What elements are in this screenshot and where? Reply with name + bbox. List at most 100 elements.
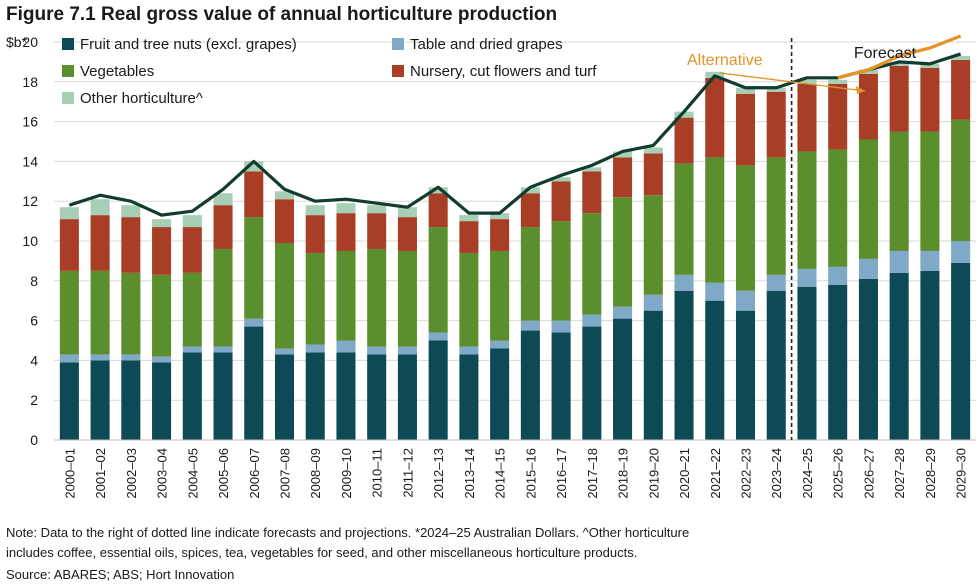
bar-segment [490,213,510,220]
bar-segment [951,262,971,440]
bar-segment [213,205,233,249]
x-tick-label: 2001–02 [93,448,108,499]
bar-segment [674,163,694,275]
x-tick-label: 2012–13 [431,448,446,499]
bar-segment [244,171,264,218]
bar-segment [735,87,756,94]
bar-segment [397,346,417,355]
bar-segment [90,270,110,355]
total-line [68,52,962,217]
bar-segment [766,91,786,158]
lines [68,34,962,217]
note-line-1: Note: Data to the right of dotted line i… [6,525,690,540]
bar-segment [213,248,233,347]
bar-segment [336,213,356,251]
stacked-bar-chart: 0 2 4 6 8 10 12 14 16 18 20$b* 2000–01 2001–02 2002–0… [6,34,976,499]
bar-segment [490,250,510,341]
legend-label: Table and dried grapes [410,36,563,53]
bar-segment [367,346,387,355]
bar-segment [889,272,909,440]
bar-segment [797,286,817,440]
y-tick-label: 0 [30,432,38,448]
bar-segment [613,306,633,319]
legend-swatch [62,92,74,104]
bar-segment [367,354,387,440]
x-tick-label: 2016–17 [554,448,569,499]
axes: 0 2 4 6 8 10 12 14 16 18 20$b* 2000–01 2001–02 2002–0… [6,34,976,499]
legend-swatch [62,38,74,50]
y-tick-label: 8 [30,273,38,289]
bar-segment [59,362,79,440]
bar-segment [152,274,172,357]
bar-segment [889,61,909,66]
bar-segment [705,157,725,283]
bar-segment [705,282,725,301]
x-tick-label: 2003–04 [155,448,170,499]
bar-segment [152,219,172,228]
annotations: Forecast Alternative [687,38,917,440]
bar-segment [121,272,141,355]
bar-segment [367,213,387,249]
bar-segment [643,153,663,196]
bar-segment [674,274,694,291]
bar-segment [274,191,295,200]
bar-segment [490,219,510,251]
bar-segment [182,272,202,347]
bar-segment [182,352,202,440]
legend-label: Other horticulture^ [80,90,203,107]
bar-segment [520,320,540,331]
bar-segment [428,193,448,228]
legend-swatch [62,65,74,77]
bar-segment [397,207,417,218]
bar-segment [705,77,725,158]
bar-segment [643,147,663,154]
bar-segment [244,318,264,327]
bar-segment [244,217,264,319]
bar-segment [889,65,909,132]
bar-segment [336,250,356,341]
bar-segment [828,79,848,84]
y-tick-label: 16 [22,114,38,130]
bar-segment [582,213,602,315]
x-tick-label: 2007–08 [278,448,293,499]
bar-segment [459,346,479,355]
bar-segment [828,149,848,267]
bar-segment [428,340,448,440]
x-tick-label: 2008–09 [308,448,323,499]
bar-segment [213,352,233,440]
bar-segment [213,346,233,353]
x-tick-label: 2023–24 [769,448,784,499]
bar-segment [674,117,694,164]
bar-segment [367,248,387,347]
bar-segment [121,360,141,440]
bar-segment [428,187,448,194]
bar-segment [735,165,756,291]
bar-segment [858,258,878,279]
bar-segment [459,354,479,440]
bar-segment [152,362,172,440]
alternative-pointer [719,72,866,92]
bar-segment [828,83,848,150]
bar-segment [428,227,448,333]
chart-title: Figure 7.1 Real gross value of annual ho… [6,4,558,25]
bar-segment [490,348,510,440]
bar-segment [951,59,971,120]
bar-segment [520,193,540,228]
bar-segment [920,270,940,440]
bar-segment [551,177,571,182]
legend-label: Fruit and tree nuts (excl. grapes) [80,36,297,53]
bar-segment [121,217,141,273]
bar-segment [397,354,417,440]
x-tick-label: 2024–25 [800,448,815,499]
y-tick-label: 2 [30,392,38,408]
y-tick-label: 18 [22,74,38,90]
bar-segment [121,205,141,218]
bar-segment [858,139,878,259]
bar-segment [152,356,172,363]
bar-segment [244,326,264,440]
bar-segment [305,252,325,345]
bar-segment [643,195,663,295]
bar-segment [428,332,448,341]
bar-segment [90,354,110,361]
bar-segment [551,320,571,333]
